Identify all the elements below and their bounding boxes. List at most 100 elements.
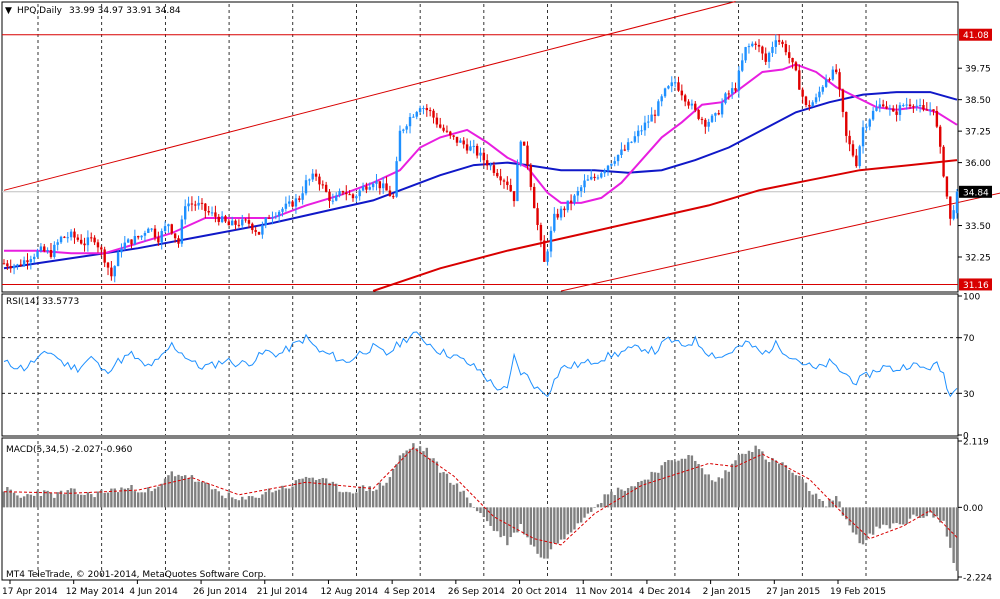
macd-bar [439,472,442,508]
macd-bar [274,490,278,508]
macd-bar [143,492,147,508]
macd-bar [596,504,600,508]
macd-bar [858,507,861,544]
macd-bar [788,470,791,508]
candle-body [710,115,714,122]
triangle-down-icon[interactable]: ▼ [5,6,12,16]
macd-bar [908,507,912,519]
candle-body [519,141,522,165]
macd-bar [237,500,241,508]
time-tick-label: 19 Feb 2015 [830,587,886,597]
rsi-line [3,331,958,398]
macd-bar [170,471,173,508]
macd-bar [690,455,694,508]
macd-bar [841,507,845,516]
macd-bar [512,507,516,533]
candle-body [667,86,670,89]
macd-bar [96,491,100,508]
candle-body [704,119,707,127]
price-tick-label: 33.50 [965,222,991,232]
candle-body [22,260,26,266]
candle-body [885,106,888,109]
macd-bar [539,507,543,558]
candle-body [741,60,744,71]
candles [2,34,959,283]
macd-bar [828,498,831,508]
candle-body [526,145,529,166]
macd-bar [771,457,774,508]
candle-body [351,194,355,199]
candle-body [435,117,439,125]
macd-bar [220,495,224,508]
rsi-label: RSI(14) 33.5773 [6,297,79,307]
macd-bar [318,478,321,508]
macd-bar [519,507,522,524]
price-pane[interactable]: 41.08 39.75 38.50 37.25 36.00 34.84 33.50 32.25… [1,0,1000,293]
candle-body [620,149,623,155]
macd-bar [724,470,727,508]
macd-bar [791,472,794,508]
macd-bar [311,477,314,508]
macd-bar [824,506,828,508]
price-tag-label: 41.08 [963,31,989,41]
macd-bar [288,488,291,508]
macd-bar [106,492,110,508]
copyright-text: MT4 TeleTrade, © 2001-2014, MetaQuotes S… [6,570,266,580]
candle-body [29,259,33,263]
macd-bar [851,507,855,533]
macd-bar [660,465,663,508]
macd-bar [455,483,459,508]
macd-bar [704,474,707,508]
macd-bar [694,460,697,508]
candle-body [767,52,771,62]
macd-bar [59,490,63,508]
candle-body [398,130,402,162]
macd-bar [39,496,43,508]
candle-body [103,249,106,263]
candle-body [868,119,871,127]
macd-bar [43,490,46,508]
macd-bar [878,507,882,529]
rsi-pane[interactable]: 100 70 30 0 RSI(14) 33.5773 [1,293,980,442]
candle-body [717,113,720,115]
candle-body [328,191,331,202]
candle-body [90,237,93,239]
macd-bar [747,450,751,508]
candle-body [96,242,100,248]
price-tick-label: 39.75 [965,65,991,75]
macd-pane[interactable]: 2.119 0.00 -2.224 MACD(5,34,5) -2.027 -0.9… [1,437,992,584]
candle-body [838,72,841,90]
macd-bar [707,474,710,508]
candle-body [36,250,39,257]
candle-body [942,146,945,177]
macd-bar [952,507,955,563]
price-horizontal-lines[interactable] [2,34,958,285]
candle-body [653,114,657,116]
macd-bar [700,468,704,508]
candle-body [945,176,949,197]
candle-body [808,104,811,107]
candle-body [274,216,278,218]
macd-bar [351,493,355,508]
candle-body [200,202,204,204]
price-channel-lines[interactable] [3,0,1000,292]
macd-bar [553,507,556,544]
candle-body [298,198,301,200]
candle-body [455,136,459,143]
macd-bar [234,499,237,508]
macd-bar [12,492,16,508]
candle-body [543,240,546,262]
macd-bar [606,494,610,508]
time-tick-label: 12 May 2014 [66,587,125,597]
candle-body [922,105,925,110]
candle-body [771,46,774,53]
macd-bar [781,462,784,508]
macd-bar [482,507,486,518]
macd-bar [244,499,247,508]
time-tick-label: 20 Oct 2014 [512,587,568,597]
macd-bar [522,507,526,535]
macd-bar [217,491,220,508]
candle-body [848,135,851,145]
candle-body [549,230,553,252]
